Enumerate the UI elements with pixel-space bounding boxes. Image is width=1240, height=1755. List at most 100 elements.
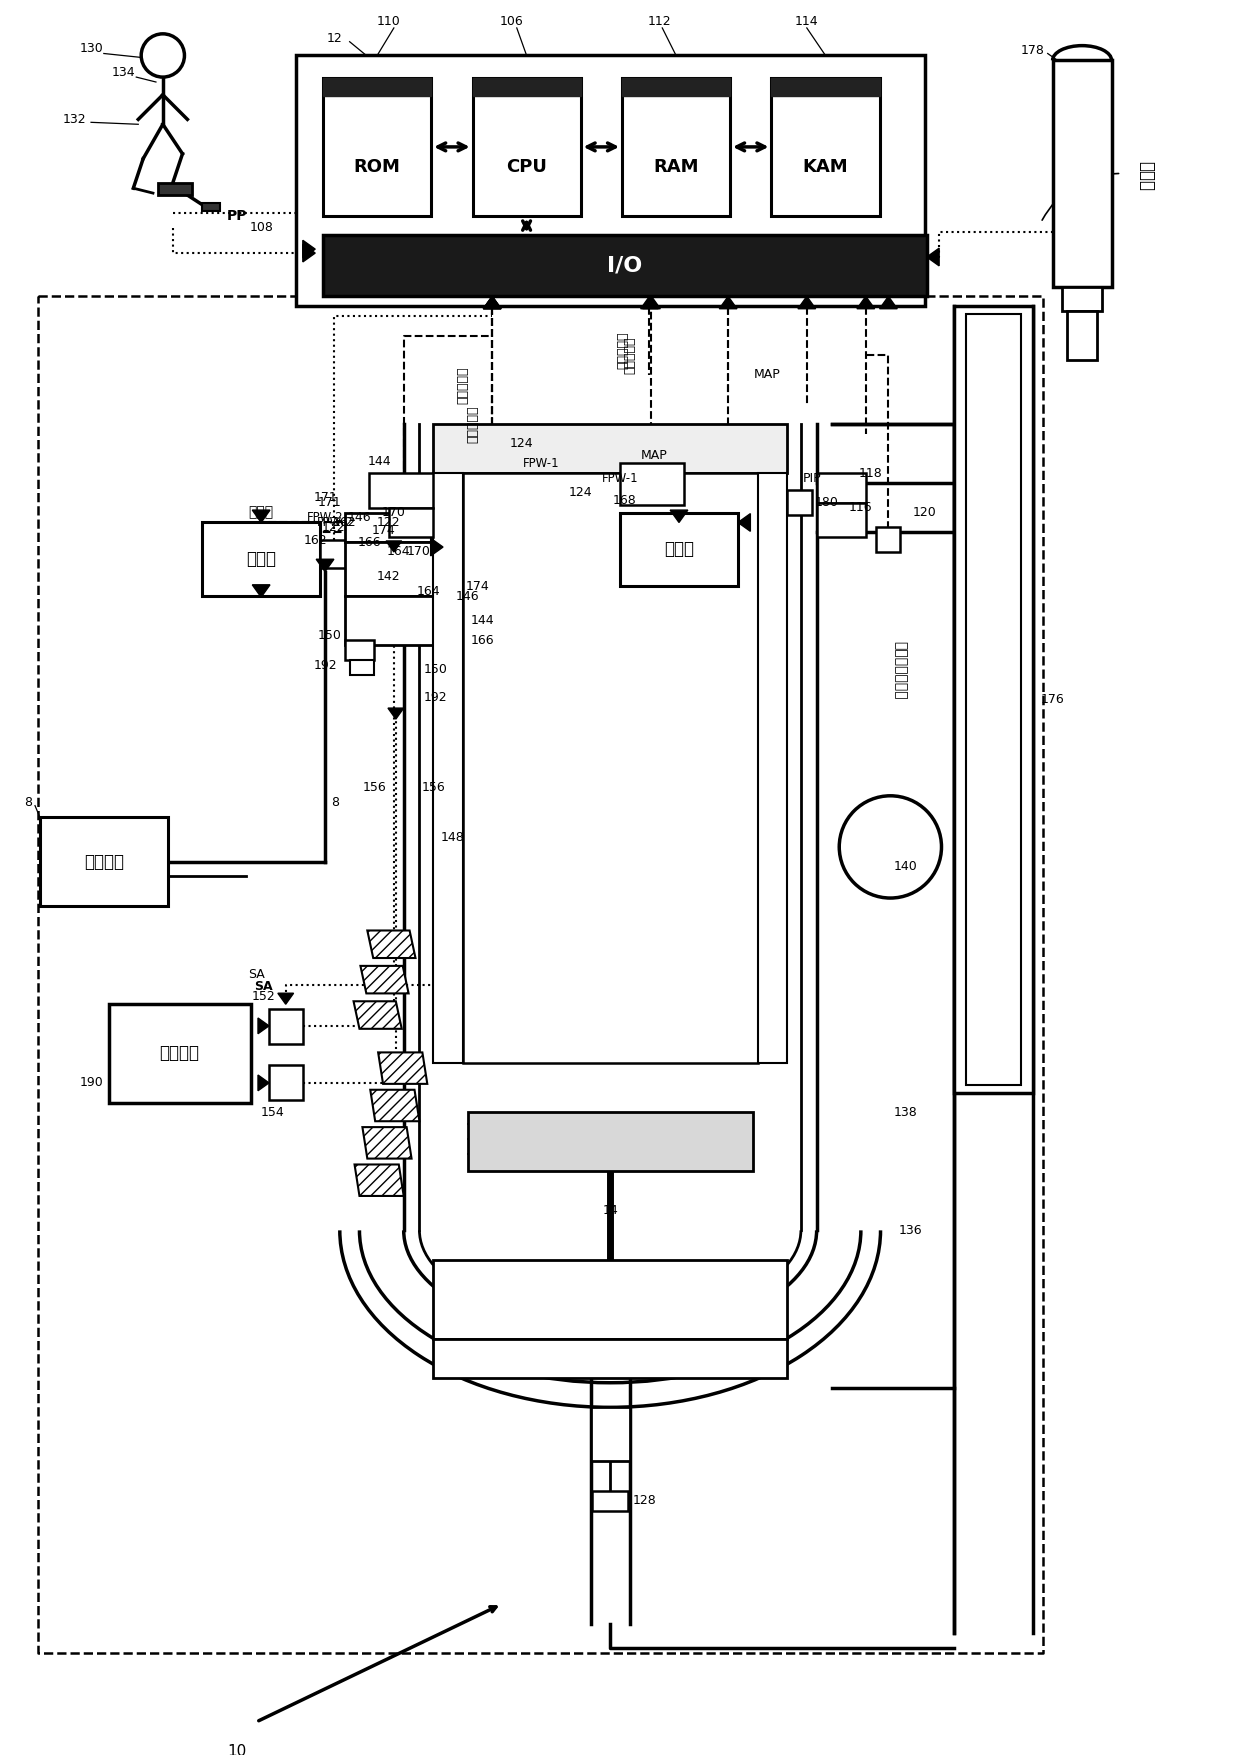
Polygon shape <box>926 247 939 265</box>
Text: 166: 166 <box>357 535 381 549</box>
Text: 112: 112 <box>647 14 671 28</box>
Bar <box>202 523 320 597</box>
Text: 134: 134 <box>112 65 135 79</box>
Bar <box>622 77 730 216</box>
Polygon shape <box>738 514 750 532</box>
Bar <box>295 56 925 305</box>
Bar <box>202 204 219 211</box>
Text: 150: 150 <box>317 628 342 642</box>
Bar <box>389 507 433 537</box>
Text: 152: 152 <box>252 990 275 1002</box>
Text: 166: 166 <box>470 634 495 648</box>
Bar <box>472 77 580 97</box>
Bar <box>817 474 866 504</box>
Text: 130: 130 <box>79 42 103 54</box>
Polygon shape <box>353 1002 402 1028</box>
Text: MAP: MAP <box>641 449 668 462</box>
Bar <box>324 77 432 97</box>
Polygon shape <box>371 1090 419 1121</box>
Text: 118: 118 <box>859 467 883 479</box>
Text: 148: 148 <box>441 830 465 844</box>
Text: 驱动器: 驱动器 <box>247 549 277 569</box>
Polygon shape <box>484 297 501 309</box>
Text: 146: 146 <box>456 590 480 602</box>
Polygon shape <box>430 539 443 556</box>
Text: 180: 180 <box>815 497 838 509</box>
Text: 124: 124 <box>510 437 533 451</box>
Text: 122: 122 <box>322 521 346 534</box>
Text: 8: 8 <box>24 797 32 809</box>
Text: 176: 176 <box>1040 693 1064 706</box>
Text: 116: 116 <box>849 502 873 514</box>
Polygon shape <box>355 1165 404 1195</box>
Text: 发动机冷却温度: 发动机冷却温度 <box>893 641 908 698</box>
Polygon shape <box>303 240 315 258</box>
Bar <box>324 235 926 297</box>
Polygon shape <box>361 965 409 993</box>
Polygon shape <box>367 930 415 958</box>
Bar <box>269 1009 304 1044</box>
Text: I/O: I/O <box>608 256 642 276</box>
Text: 174: 174 <box>372 523 396 537</box>
Bar <box>433 1260 787 1339</box>
Polygon shape <box>303 244 315 261</box>
Text: FPW-2: FPW-2 <box>316 516 353 528</box>
Text: 192: 192 <box>423 691 446 704</box>
Text: 150: 150 <box>423 663 448 676</box>
Bar <box>758 474 787 1064</box>
Polygon shape <box>362 1127 412 1158</box>
Text: KAM: KAM <box>802 158 848 176</box>
Text: 140: 140 <box>893 860 918 872</box>
Text: 142: 142 <box>377 570 401 583</box>
Text: 138: 138 <box>893 1106 918 1120</box>
Text: 106: 106 <box>500 14 523 28</box>
Bar <box>966 314 1021 1085</box>
Text: 节气门位置: 节气门位置 <box>616 332 630 369</box>
Text: 120: 120 <box>913 505 936 519</box>
Bar <box>1068 311 1097 360</box>
Text: 171: 171 <box>314 491 337 504</box>
Bar <box>157 183 192 195</box>
Bar <box>787 490 812 514</box>
Text: 162: 162 <box>332 516 357 528</box>
Text: 171: 171 <box>319 497 342 509</box>
Text: 8: 8 <box>331 797 339 809</box>
Polygon shape <box>258 1076 269 1092</box>
Text: 108: 108 <box>249 221 273 233</box>
Bar <box>817 504 866 537</box>
Bar <box>955 305 1033 1093</box>
Bar <box>620 463 684 505</box>
Text: 节气门位置: 节气门位置 <box>624 337 636 374</box>
Polygon shape <box>879 297 898 309</box>
Polygon shape <box>484 297 501 309</box>
Bar <box>324 77 432 216</box>
Text: 144: 144 <box>367 455 391 469</box>
Text: 质量气流量: 质量气流量 <box>466 405 479 442</box>
Text: 132: 132 <box>62 112 86 126</box>
Bar <box>345 542 433 597</box>
Text: 156: 156 <box>422 781 445 795</box>
Polygon shape <box>278 993 294 1004</box>
Polygon shape <box>799 297 816 309</box>
Text: CPU: CPU <box>506 158 547 176</box>
Text: 124: 124 <box>569 486 593 500</box>
Text: 164: 164 <box>387 546 410 558</box>
Bar <box>269 1065 304 1100</box>
Bar <box>320 541 347 567</box>
Bar <box>771 77 879 216</box>
Text: FPW-2: FPW-2 <box>306 511 343 525</box>
Circle shape <box>141 33 185 77</box>
Text: 驱动器: 驱动器 <box>663 541 694 558</box>
Text: 驱动器: 驱动器 <box>248 505 274 519</box>
Bar <box>590 1408 630 1462</box>
Text: 燃料系统: 燃料系统 <box>84 853 124 870</box>
Text: 114: 114 <box>795 14 818 28</box>
Polygon shape <box>719 297 737 309</box>
Text: 12: 12 <box>327 32 342 46</box>
Polygon shape <box>316 560 334 572</box>
Bar <box>433 542 512 670</box>
Polygon shape <box>484 297 501 309</box>
Polygon shape <box>641 297 658 309</box>
Polygon shape <box>642 297 661 309</box>
Bar <box>40 818 167 906</box>
